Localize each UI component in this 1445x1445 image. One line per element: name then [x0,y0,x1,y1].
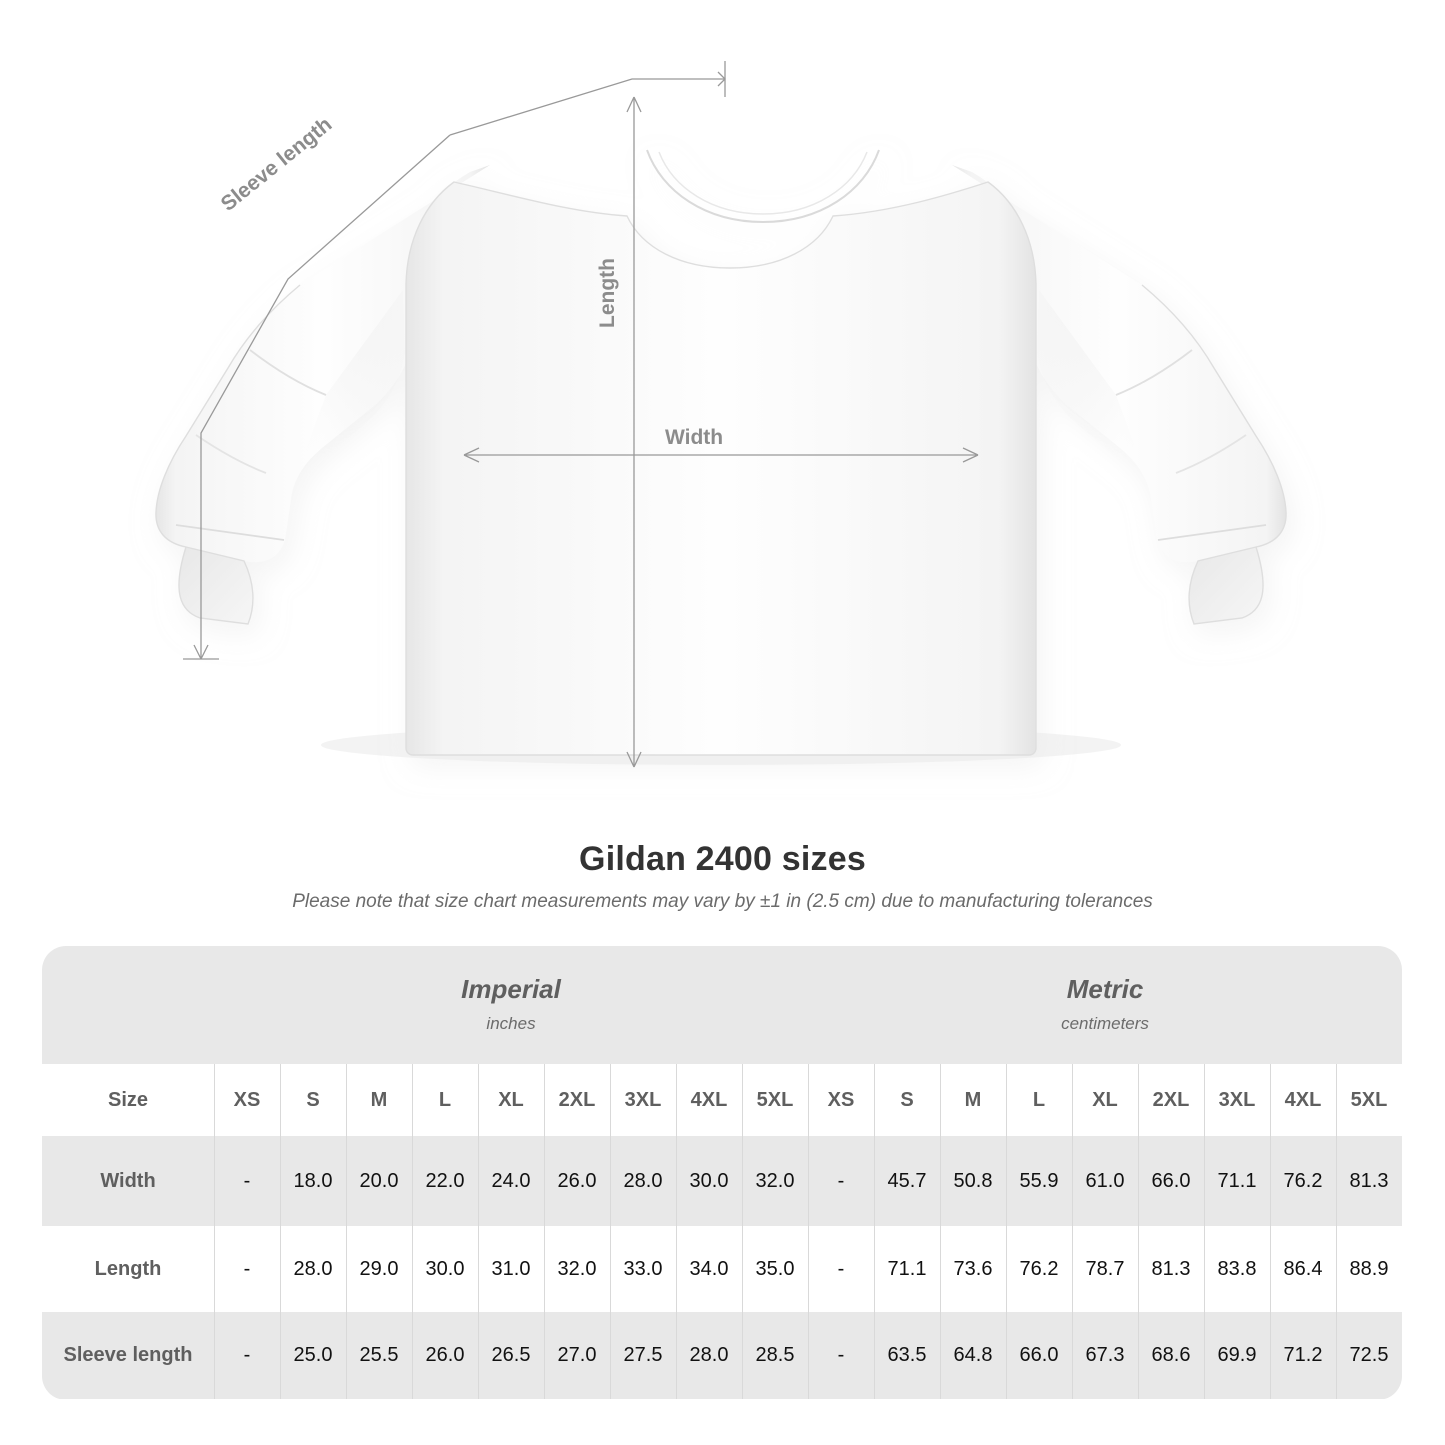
svg-text:Sleeve length: Sleeve length [217,113,337,216]
svg-text:Length: Length [596,258,619,328]
svg-text:Width: Width [665,426,723,449]
